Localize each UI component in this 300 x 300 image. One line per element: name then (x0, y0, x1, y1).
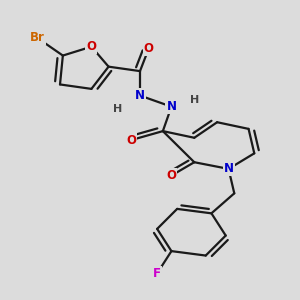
Text: O: O (86, 40, 96, 53)
Text: O: O (167, 169, 176, 182)
Text: N: N (167, 100, 176, 113)
Text: O: O (144, 42, 154, 56)
Text: N: N (224, 162, 234, 176)
Text: H: H (112, 104, 122, 114)
Text: H: H (190, 95, 199, 105)
Text: N: N (135, 89, 145, 102)
Text: O: O (126, 134, 136, 146)
Text: F: F (153, 267, 161, 280)
Text: Br: Br (30, 31, 45, 44)
